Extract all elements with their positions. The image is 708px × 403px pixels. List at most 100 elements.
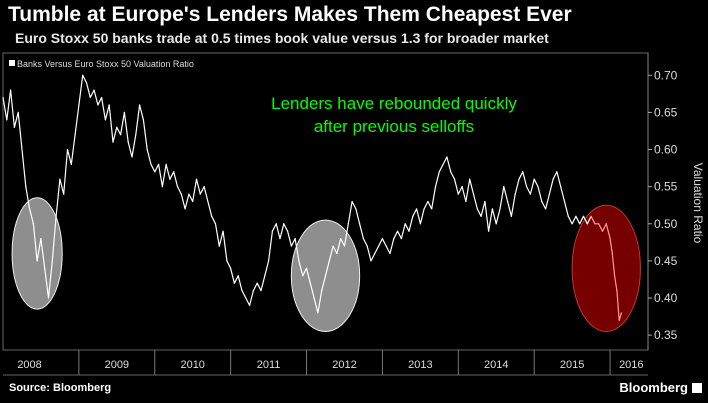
data-point (465, 200, 467, 203)
data-point (199, 193, 201, 195)
data-point (271, 230, 273, 232)
data-point (89, 96, 91, 99)
data-point (230, 267, 232, 269)
annotation: Lenders have rebounded quickly after pre… (271, 94, 517, 136)
data-point (146, 148, 148, 151)
data-point (378, 245, 380, 247)
data-point (457, 193, 459, 195)
data-point (579, 223, 581, 225)
data-point (480, 215, 482, 217)
data-point (150, 163, 152, 165)
x-tick-label: 2009 (105, 359, 129, 371)
source-note: Source: Bloomberg (9, 382, 112, 394)
data-point (614, 275, 616, 277)
series-layer (2, 74, 623, 321)
data-point (438, 171, 440, 173)
data-point (618, 319, 620, 321)
data-point (256, 282, 258, 284)
data-point (47, 297, 50, 299)
data-point (582, 215, 585, 217)
data-point (491, 208, 494, 210)
data-point (332, 245, 334, 247)
highlight-ellipse-1 (11, 197, 63, 310)
chart-title: Tumble at Europe's Lenders Makes Them Ch… (8, 3, 572, 26)
data-point (313, 297, 315, 299)
data-point (55, 215, 57, 217)
data-point (108, 104, 110, 106)
x-axis: 2008 2009 2010 2011 2012 2013 2014 2015 2016 (3, 350, 648, 376)
data-point (317, 312, 319, 314)
data-point (469, 178, 471, 180)
data-point (563, 200, 566, 203)
chart-subtitle: Euro Stoxx 50 banks trade at 0.5 times b… (15, 30, 549, 46)
data-point (359, 223, 361, 225)
data-point (605, 223, 607, 225)
brand-logo-text: Bloomberg (619, 380, 688, 395)
data-point (249, 304, 251, 307)
data-point (305, 267, 308, 269)
data-point (241, 290, 243, 292)
data-point (324, 275, 327, 277)
data-point (142, 119, 144, 121)
data-point (180, 193, 182, 195)
data-point (21, 148, 23, 151)
data-point (25, 186, 27, 188)
data-point (222, 230, 224, 232)
y-tick-label: 0.65 (654, 105, 678, 119)
data-point (514, 193, 516, 195)
data-point (176, 186, 179, 188)
data-point (594, 223, 596, 225)
data-point (36, 260, 38, 262)
data-point (374, 252, 376, 255)
data-point (590, 215, 592, 217)
data-point (336, 252, 338, 255)
x-tick-label: 2015 (560, 359, 584, 371)
data-point (355, 208, 357, 210)
data-point (116, 126, 118, 128)
data-point (544, 208, 547, 210)
data-point (101, 96, 103, 99)
data-point (85, 82, 88, 84)
data-point (207, 200, 209, 203)
data-point (188, 193, 190, 195)
x-tick-label: 2008 (17, 359, 41, 371)
data-point (165, 163, 167, 165)
data-point (472, 193, 475, 195)
data-point (328, 260, 330, 262)
data-point (2, 96, 4, 99)
y-tick-label: 0.70 (654, 68, 678, 82)
data-point (233, 282, 236, 284)
y-tick-label: 0.60 (654, 143, 678, 157)
data-point (567, 215, 569, 217)
data-point (571, 223, 573, 225)
x-tick-label: 2011 (257, 359, 281, 371)
data-point (13, 126, 15, 128)
x-tick-label: 2014 (484, 359, 508, 371)
y-axis-label: Valuation Ratio (691, 163, 705, 244)
data-point (434, 186, 437, 188)
data-point (135, 134, 137, 136)
data-point (112, 141, 114, 143)
data-point (343, 245, 346, 247)
data-point (82, 74, 84, 76)
data-point (575, 215, 577, 217)
data-point (294, 238, 296, 240)
data-point (408, 230, 410, 232)
x-tick-label: 2016 (619, 359, 643, 371)
data-point (442, 163, 444, 165)
valuation-series-line (2, 74, 592, 314)
data-point (499, 208, 501, 210)
data-point (611, 252, 613, 255)
data-point (298, 260, 300, 262)
data-point (74, 134, 76, 136)
data-point (340, 238, 342, 240)
data-point (415, 208, 418, 210)
y-tick-label: 0.35 (654, 328, 678, 342)
data-point (609, 238, 611, 240)
data-point (44, 267, 46, 269)
data-point (245, 297, 247, 299)
brand-mark-icon (692, 383, 702, 393)
x-tick-label: 2013 (408, 359, 432, 371)
data-point (385, 245, 387, 247)
